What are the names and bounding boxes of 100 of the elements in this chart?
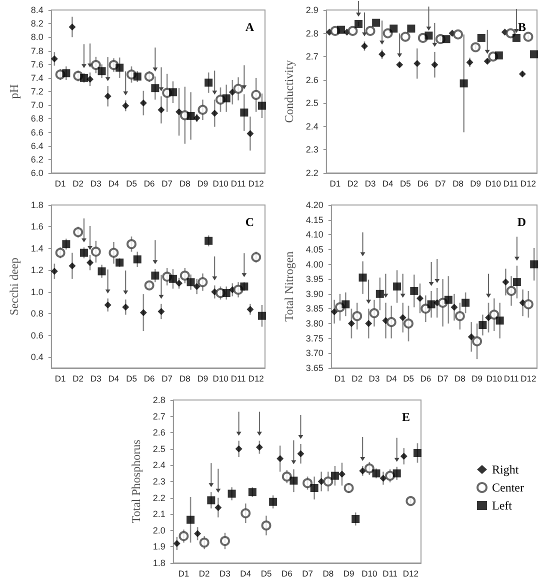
x-tick-label: D7	[437, 374, 448, 384]
y-tick-label: 2.1	[152, 509, 166, 520]
x-tick-label: D10	[212, 178, 229, 188]
legend-label: Center	[492, 480, 524, 494]
x-tick-label: D11	[230, 374, 246, 384]
y-tick-label: 6.8	[30, 114, 44, 124]
y-tick-label: 1.8	[30, 200, 44, 210]
x-tick-label: D9	[197, 374, 208, 384]
y-tick-label: 4.20	[306, 200, 324, 210]
y-tick-label: 3.80	[306, 318, 324, 329]
x-tick-label: D8	[322, 568, 334, 578]
x-tick-label: D10	[485, 178, 502, 188]
y-tick-label: 4.05	[306, 244, 324, 254]
y-tick-label: 3.70	[306, 348, 324, 358]
x-tick-label: D12	[520, 178, 536, 188]
x-tick-label: D11	[230, 178, 246, 188]
x-tick-label: D9	[197, 178, 208, 188]
y-axis-title: Secchi deep	[7, 258, 21, 316]
y-tick-label: 1.4	[30, 243, 44, 254]
x-tick-label: D1	[178, 568, 190, 578]
x-tick-label: D12	[520, 374, 537, 384]
x-tick-label: D12	[402, 568, 419, 578]
x-tick-label: D1	[54, 374, 66, 384]
legend-label: Left	[492, 498, 513, 512]
y-tick-label: 8.0	[30, 32, 44, 42]
text: C	[245, 215, 254, 229]
x-tick-label: D4	[382, 178, 394, 188]
x-tick-label: D2	[72, 178, 84, 188]
y-tick-label: 0.4	[30, 352, 44, 362]
x-tick-label: D5	[403, 374, 414, 384]
y-tick-label: 7.4	[30, 72, 44, 83]
y-tick-label: 2.7	[306, 52, 318, 62]
y-tick-label: 3.90	[306, 288, 324, 299]
x-tick-label: D3	[220, 568, 231, 578]
y-tick-label: 1.2	[30, 265, 44, 276]
x-tick-label: D7	[162, 178, 173, 188]
x-tick-label: D5	[126, 178, 138, 188]
x-tick-label: D11	[503, 178, 518, 188]
x-tick-label: D11	[382, 568, 398, 578]
y-tick-label: 2.7	[152, 411, 166, 422]
y-tick-label: 2.8	[152, 395, 166, 405]
x-tick-label: D11	[504, 374, 520, 384]
y-tick-label: 2.2	[152, 492, 166, 503]
x-tick-label: D2	[352, 374, 363, 384]
x-tick-label: D6	[281, 568, 293, 578]
y-tick-label: 2.5	[152, 444, 166, 454]
text: D	[517, 215, 526, 229]
x-tick-label: D6	[144, 374, 156, 384]
x-tick-label: D4	[386, 374, 398, 384]
x-tick-label: D3	[90, 178, 102, 188]
x-tick-label: D1	[330, 178, 341, 188]
x-tick-label: D5	[126, 374, 138, 384]
text: B	[518, 20, 526, 34]
y-tick-label: 6.4	[30, 140, 44, 151]
x-tick-label: D3	[368, 374, 380, 384]
x-tick-label: D2	[347, 178, 358, 188]
x-tick-label: D9	[472, 374, 483, 384]
y-tick-label: 8.4	[30, 5, 44, 15]
x-tick-label: D10	[212, 374, 229, 384]
x-tick-label: D1	[54, 178, 66, 188]
legend-label: Right	[492, 462, 520, 476]
x-tick-label: D8	[179, 374, 191, 384]
x-tick-label: D3	[364, 178, 376, 188]
y-axis-title: Conductivity	[282, 60, 296, 123]
x-tick-label: D12	[248, 374, 264, 384]
x-tick-label: D8	[454, 374, 466, 384]
x-tick-label: D9	[343, 568, 354, 578]
y-tick-label: 4.00	[306, 259, 324, 270]
y-tick-label: 7.8	[30, 46, 44, 56]
y-tick-label: 2.3	[152, 476, 166, 486]
text: E	[402, 410, 410, 424]
y-tick-label: 3.65	[306, 363, 324, 373]
x-tick-label: D7	[302, 568, 314, 578]
x-tick-label: D3	[90, 374, 102, 384]
y-tick-label: 8.2	[30, 18, 44, 29]
y-axis-title: pH	[7, 84, 21, 99]
x-tick-label: D5	[400, 178, 412, 188]
y-axis-title: Total Nitrogen	[282, 251, 296, 322]
y-tick-label: 4.15	[306, 214, 324, 225]
y-tick-label: 3.75	[306, 333, 324, 344]
y-tick-label: 2.0	[152, 525, 166, 536]
x-tick-label: D2	[198, 568, 210, 578]
y-tick-label: 1.8	[152, 558, 166, 568]
y-tick-label: 6.2	[30, 154, 44, 164]
x-tick-label: D8	[452, 178, 464, 188]
x-tick-label: D4	[108, 374, 120, 384]
x-tick-label: D9	[470, 178, 482, 188]
y-tick-label: 1.6	[30, 222, 44, 232]
y-tick-label: 4.10	[306, 230, 324, 240]
y-tick-label: 2.9	[306, 5, 318, 15]
y-tick-label: 1.0	[30, 286, 44, 297]
y-tick-label: 0.6	[30, 330, 44, 340]
x-tick-label: D5	[260, 568, 272, 578]
y-tick-label: 3.95	[306, 274, 324, 284]
y-axis-title: Total Phosphorus	[129, 439, 143, 524]
y-tick-label: 3.85	[306, 304, 324, 314]
x-tick-label: D4	[108, 178, 120, 188]
x-tick-label: D4	[240, 568, 252, 578]
y-tick-label: 7.6	[30, 59, 44, 70]
y-tick-label: 2.4	[152, 460, 166, 470]
